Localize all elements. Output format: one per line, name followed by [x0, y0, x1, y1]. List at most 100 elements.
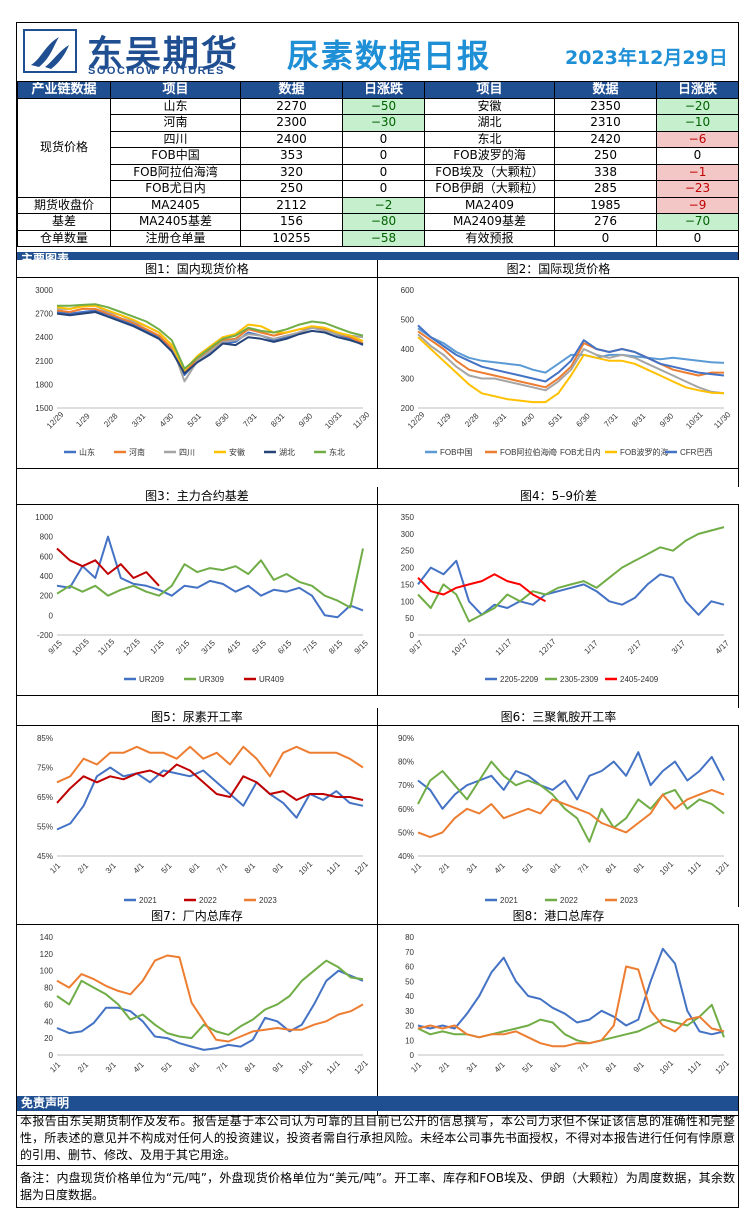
x-tick-label: 12/17	[537, 637, 558, 658]
x-tick-label: 1/1	[48, 861, 63, 876]
x-tick-label: 11/1	[325, 859, 342, 876]
y-tick-label: 90%	[398, 734, 414, 743]
y-tick-label: 60	[405, 963, 414, 972]
table-cell: 东北	[424, 130, 555, 148]
series-line	[417, 1003, 725, 1045]
series-line	[56, 547, 160, 587]
y-tick-label: 60	[44, 1000, 53, 1009]
table-cell: 基差	[17, 213, 111, 231]
series-line	[56, 745, 364, 784]
table-cell: −10	[656, 114, 739, 132]
table-cell: −1	[656, 163, 739, 181]
table-cell: 河南	[110, 114, 241, 132]
table-cell: −2	[342, 196, 425, 214]
table-cell: −6	[656, 130, 739, 148]
series-line	[417, 327, 725, 374]
legend-label: CFR巴西	[680, 448, 712, 457]
x-tick-label: 12/15	[121, 637, 142, 658]
x-tick-label: 1/29	[435, 411, 453, 429]
series-line	[417, 788, 725, 839]
chart-grid: 图1：国内现货价格 1500 1800 2100 2400 2700 3000 12/29 1/…	[17, 260, 739, 1116]
table-cell: 有效预报	[424, 229, 555, 247]
x-tick-label: 2/28	[463, 411, 481, 429]
table-cell: FOB尤日内	[110, 180, 241, 198]
x-tick-label: 5/1	[159, 861, 174, 876]
x-tick-label: 12/1	[714, 1058, 732, 1076]
x-tick-label: 9/1	[271, 861, 286, 876]
x-tick-label: 9/30	[297, 411, 315, 429]
chart-panel: 图3：主力合约基差 -200 0 200 400 600 800 1000 9/15 10/15 1…	[17, 487, 378, 696]
x-tick-label: 10/1	[297, 859, 315, 877]
x-tick-label: 12/1	[714, 859, 732, 877]
y-tick-label: 600	[40, 552, 54, 561]
table-cell: 0	[342, 130, 425, 148]
table-cell: −23	[656, 180, 739, 198]
table-row: 现货价格 山东 2270 −50 安徽 2350 −20	[17, 97, 739, 198]
y-tick-label: 50	[405, 614, 414, 623]
series-line	[417, 947, 725, 1036]
x-tick-label: 9/1	[271, 1060, 286, 1075]
x-tick-label: 3/1	[465, 1060, 480, 1075]
x-tick-label: 6/30	[213, 411, 231, 429]
y-tick-label: 10	[405, 1036, 414, 1045]
x-tick-label: 1/29	[74, 411, 92, 429]
series-line	[56, 763, 364, 804]
y-tick-label: 0	[410, 631, 415, 640]
y-tick-label: 300	[401, 530, 415, 539]
table-cell: −70	[656, 213, 739, 231]
series-line	[56, 969, 364, 1051]
chart-svg: 45% 55% 65% 75% 85% 1/1 2/1 3/1 4/1 5/1 6/1 7/1 8/1 9…	[37, 734, 370, 905]
table-cell: 2350	[554, 97, 657, 115]
y-tick-label: 500	[401, 316, 415, 325]
x-tick-label: 4/30	[519, 411, 537, 429]
x-tick-label: 5/15	[251, 638, 269, 656]
series-line	[56, 309, 364, 376]
y-tick-label: 80%	[398, 758, 414, 767]
y-tick-label: 1800	[35, 380, 53, 389]
table-cell: 注册仓单量	[110, 229, 241, 247]
y-tick-label: 100	[401, 597, 415, 606]
x-tick-label: 5/31	[547, 411, 565, 429]
table-header: 项目	[110, 81, 241, 99]
chart-panel: 图4：5–9价差 0 50 100 150 200 250 300 350 9/17 10/17 11…	[378, 487, 739, 696]
x-tick-label: 2/1	[76, 861, 91, 876]
table-header-row: 产业链数据 项目 数据 日涨跌 项目 数据 日涨跌	[17, 81, 739, 99]
y-tick-label: 80	[405, 933, 414, 942]
y-tick-label: -200	[37, 631, 54, 640]
y-tick-label: 50	[405, 977, 414, 986]
x-tick-label: 6/15	[276, 638, 294, 656]
chart-panel: 图1：国内现货价格 1500 1800 2100 2400 2700 3000 12/29 1/…	[17, 260, 378, 469]
table-row: 四川 2400 0 东北 2420 −6	[18, 130, 739, 148]
x-tick-label: 6/1	[548, 1060, 563, 1075]
series-line	[56, 548, 364, 609]
legend-label: 河南	[129, 447, 145, 457]
series-line	[417, 526, 725, 623]
y-tick-label: 120	[40, 950, 54, 959]
legend-label: 2021	[139, 896, 157, 905]
x-tick-label: 7/1	[576, 1060, 591, 1075]
series-line	[417, 965, 725, 1048]
y-tick-label: 75%	[37, 764, 53, 773]
table-cell: 10255	[240, 229, 343, 247]
y-tick-label: 200	[401, 564, 415, 573]
x-tick-label: 9/30	[658, 411, 676, 429]
chart-title: 图1：国内现货价格	[17, 260, 377, 278]
table-row: 期货收盘价 MA2405 2112 −2 MA2409 1985 −9	[17, 196, 739, 214]
x-tick-label: 10/1	[658, 859, 676, 877]
table-cell: FOB波罗的海	[424, 147, 555, 165]
y-tick-label: 40%	[398, 852, 414, 861]
y-tick-label: 0	[410, 1051, 415, 1060]
y-tick-label: 1000	[35, 513, 53, 522]
report-page: 东吴期货 SOOCHOW FUTURES 尿素数据日报 2023年12月29日 …	[16, 22, 739, 1208]
x-tick-label: 5/1	[159, 1060, 174, 1075]
legend-label: 2023	[259, 896, 277, 905]
y-tick-label: 200	[401, 404, 415, 413]
y-tick-label: 150	[401, 580, 415, 589]
series-line	[56, 307, 364, 373]
legend-label: 安徽	[229, 447, 245, 457]
y-tick-label: 2400	[35, 333, 53, 342]
table-cell: 250	[554, 147, 657, 165]
brand-name-en: SOOCHOW FUTURES	[88, 65, 225, 77]
x-tick-label: 1/1	[48, 1060, 63, 1075]
chart-panel: 图6：三聚氰胺开工率 40% 50% 60% 70% 80% 90% 1/1 2/1 3/1 4/1…	[378, 708, 739, 917]
